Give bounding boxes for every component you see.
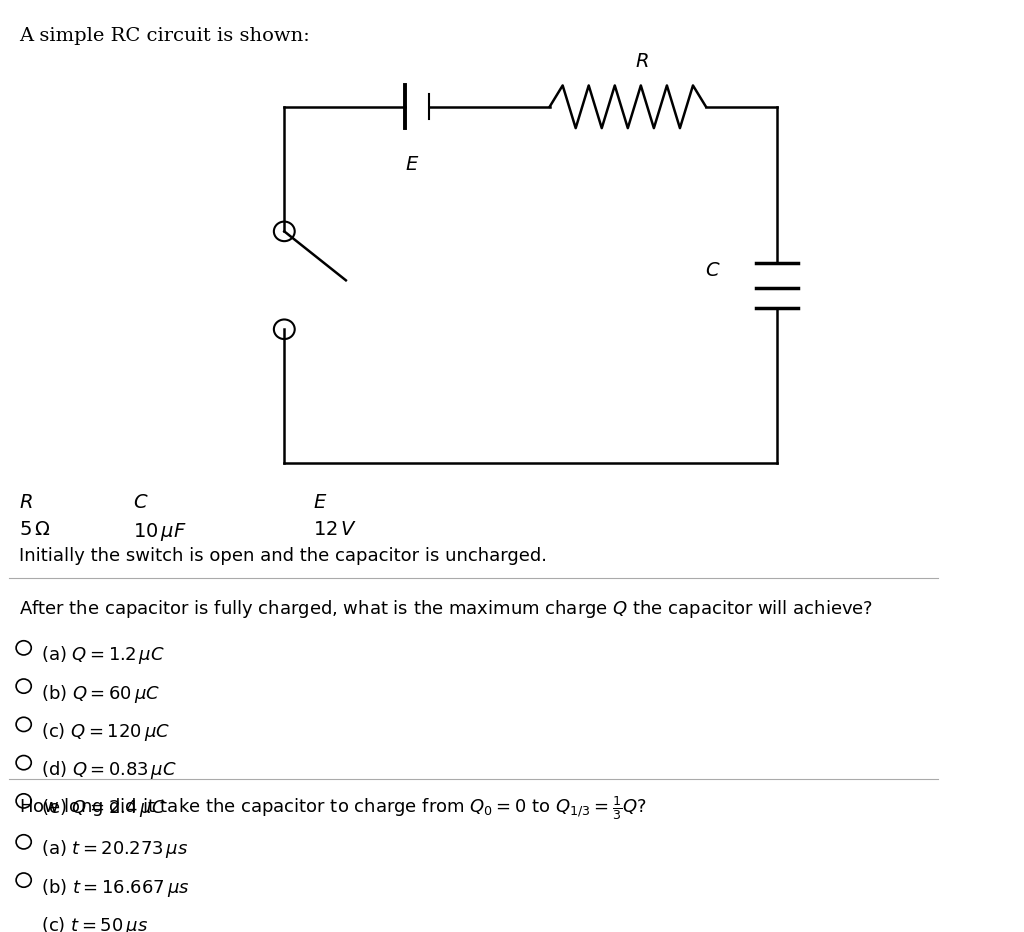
Text: (e) $Q = 2.4\,\mu C$: (e) $Q = 2.4\,\mu C$ <box>41 798 165 819</box>
Text: Initially the switch is open and the capacitor is uncharged.: Initially the switch is open and the cap… <box>19 547 547 566</box>
Text: $E$: $E$ <box>312 494 327 512</box>
Text: $R$: $R$ <box>19 494 33 512</box>
Text: (c) $Q = 120\,\mu C$: (c) $Q = 120\,\mu C$ <box>41 720 170 743</box>
Text: $12\,V$: $12\,V$ <box>312 521 357 539</box>
Text: $5\,\Omega$: $5\,\Omega$ <box>19 521 50 539</box>
Text: After the capacitor is fully charged, what is the maximum charge $Q$ the capacit: After the capacitor is fully charged, wh… <box>19 598 873 620</box>
Text: $10\,\mu F$: $10\,\mu F$ <box>133 521 186 542</box>
Text: (c) $t = 50\,\mu s$: (c) $t = 50\,\mu s$ <box>41 915 147 932</box>
Text: A simple RC circuit is shown:: A simple RC circuit is shown: <box>19 27 309 45</box>
Text: (d) $Q = 0.83\,\mu C$: (d) $Q = 0.83\,\mu C$ <box>41 759 177 781</box>
Text: $C$: $C$ <box>133 494 148 512</box>
Text: (a) $t = 20.273\,\mu s$: (a) $t = 20.273\,\mu s$ <box>41 838 188 860</box>
Text: (b) $t = 16.667\,\mu s$: (b) $t = 16.667\,\mu s$ <box>41 877 189 898</box>
Text: (a) $Q = 1.2\,\mu C$: (a) $Q = 1.2\,\mu C$ <box>41 644 164 666</box>
Text: $R$: $R$ <box>635 53 649 71</box>
Text: $E$: $E$ <box>406 156 420 173</box>
Text: $C$: $C$ <box>705 263 720 281</box>
Text: (b) $Q = 60\,\mu C$: (b) $Q = 60\,\mu C$ <box>41 682 160 705</box>
Text: How long did it take the capacitor to charge from $Q_0 = 0$ to $Q_{1/3} = \frac{: How long did it take the capacitor to ch… <box>19 794 647 822</box>
